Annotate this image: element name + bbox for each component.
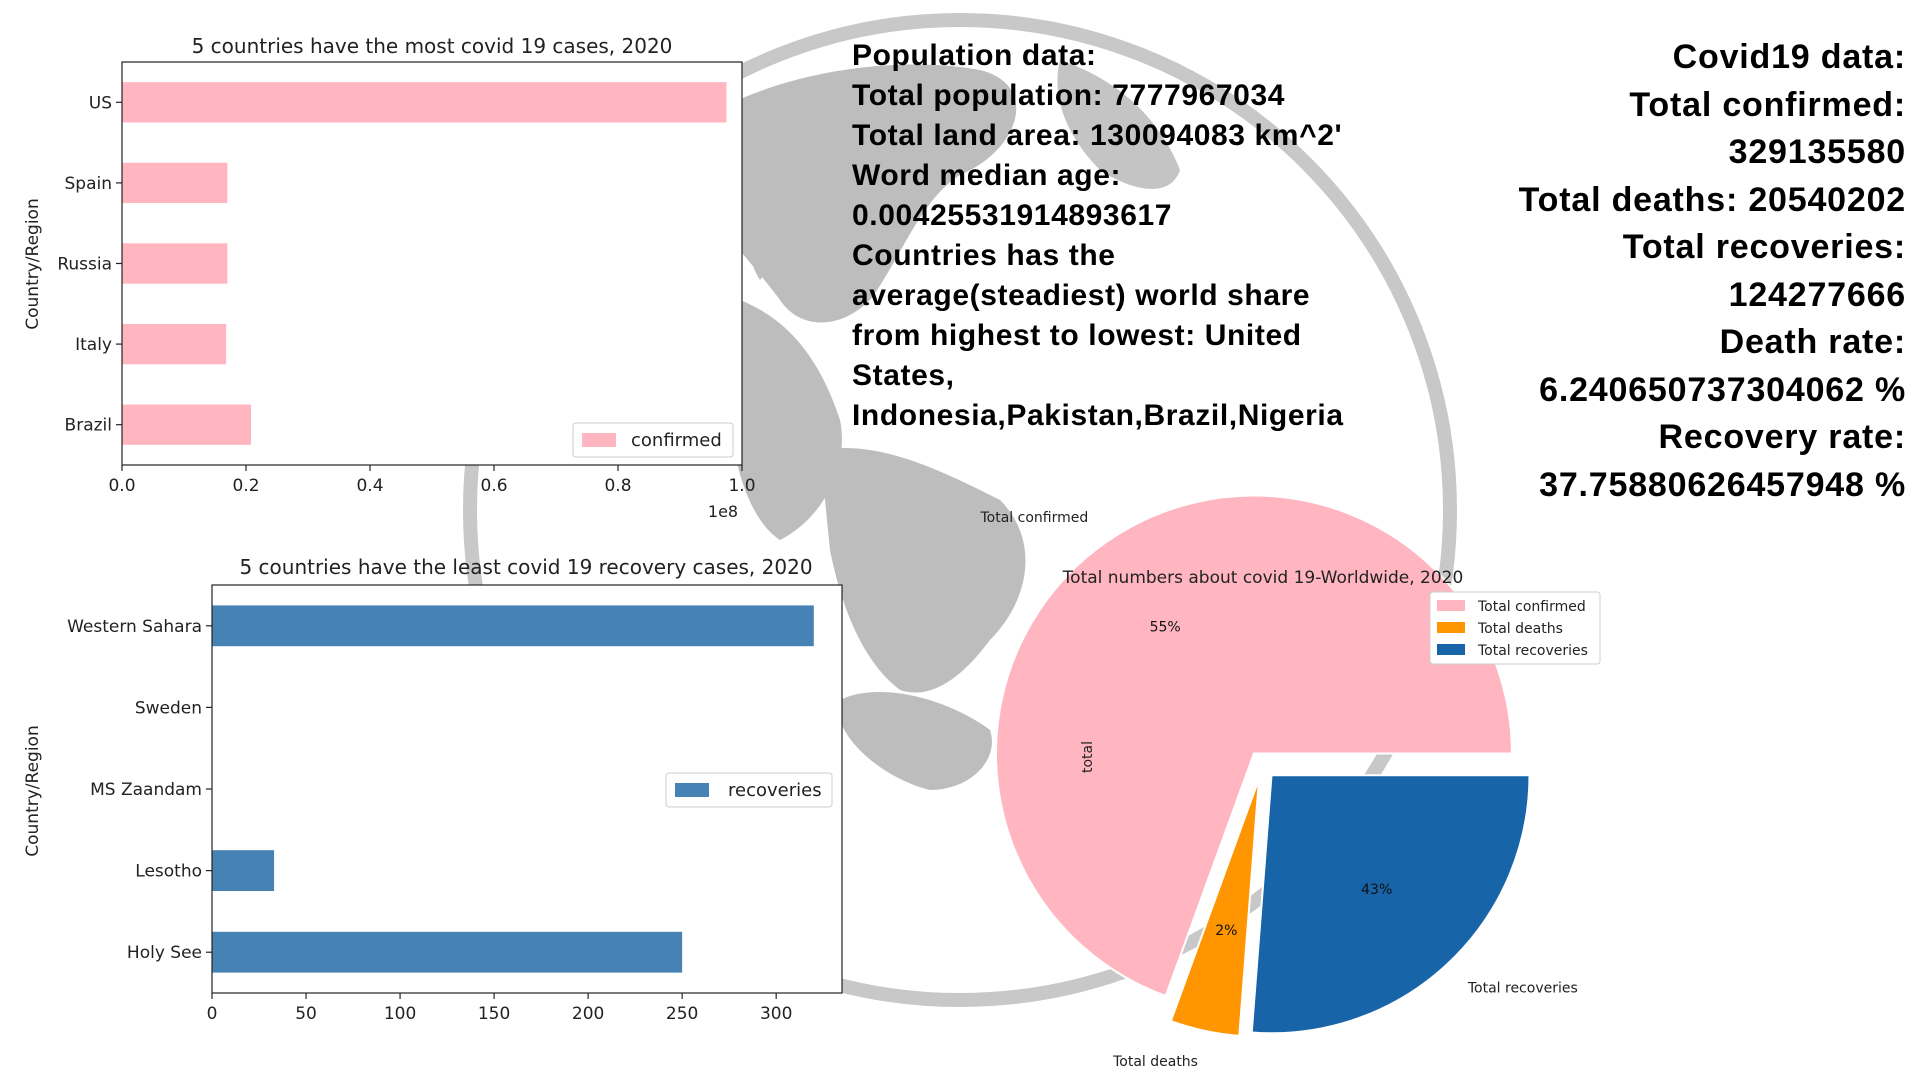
legend: Total confirmed Total deaths Total recov… [1429, 591, 1601, 665]
bar [122, 82, 727, 123]
bar [212, 605, 814, 647]
x-tick-label: 0 [207, 1004, 218, 1024]
chart-worldwide-pie: Total numbers about covid 19-Worldwide, … [979, 494, 1601, 1070]
panel-line: Total population: 7777967034 [852, 79, 1286, 112]
y-tick-label: Italy [75, 335, 112, 355]
y-axis-label: Country/Region [23, 198, 43, 329]
legend: confirmed [572, 422, 734, 458]
globe-landmass [748, 120, 791, 280]
panel-line: Total land area: 130094083 km^2' [852, 119, 1343, 152]
bar [122, 243, 228, 284]
legend-label: Total recoveries [1477, 643, 1588, 659]
x-tick-label: 0.0 [108, 476, 135, 496]
y-axis-label: total [1080, 741, 1096, 773]
y-tick-label: Holy See [127, 943, 202, 963]
x-tick-label: 1.0 [728, 476, 755, 496]
legend-swatch [675, 783, 709, 797]
plot-frame [121, 61, 743, 466]
panel-line: Indonesia,Pakistan,Brazil,Nigeria [852, 399, 1344, 432]
chart-least-recoveries: 5 countries have the least covid 19 reco… [23, 555, 843, 1024]
y-tick-label: Lesotho [135, 862, 202, 882]
panel-line: Countries has the [852, 239, 1116, 272]
legend-swatch [1437, 644, 1465, 655]
pie-category-label: Total recoveries [1467, 980, 1578, 996]
panel-line: Covid19 data: [1672, 38, 1906, 76]
pie-percent-label: 55% [1150, 620, 1181, 636]
x-tick-label: 250 [666, 1004, 698, 1024]
chart-title: 5 countries have the most covid 19 cases… [192, 34, 673, 58]
y-tick-label: Western Sahara [67, 617, 202, 637]
x-tick-label: 0.4 [356, 476, 383, 496]
chart-title: Total numbers about covid 19-Worldwide, … [1062, 568, 1464, 588]
pie-category-label: Total deaths [1112, 1054, 1198, 1070]
pie-slice [1169, 778, 1261, 1037]
y-tick-label: Sweden [135, 698, 202, 718]
x-axis-offset-label: 1e8 [708, 502, 738, 521]
panel-line: 0.004255319148936​17 [852, 199, 1173, 232]
x-tick-label: 300 [760, 1004, 792, 1024]
panel-line: 329135580 [1728, 133, 1906, 171]
panel-line: Total confirmed: [1629, 85, 1906, 124]
panel-line: Death rate: [1719, 323, 1906, 361]
panel-line: Population data: [852, 39, 1097, 72]
plot-frame [211, 584, 843, 994]
legend-label: Total confirmed [1477, 599, 1586, 615]
pie-category-label: Total confirmed [979, 510, 1088, 526]
globe-landmass [820, 448, 1026, 693]
legend-swatch [582, 433, 616, 447]
panel-line: 37.75880626457948 % [1539, 465, 1906, 504]
legend-swatch [1437, 622, 1465, 633]
x-tick-label: 0.8 [604, 476, 631, 496]
population-data-panel: Population data: Total population: 77779… [852, 36, 1412, 436]
y-tick-label: Spain [65, 174, 113, 194]
y-tick-label: Russia [57, 255, 112, 275]
x-tick-label: 150 [478, 1004, 510, 1024]
y-tick-label: US [89, 93, 112, 113]
x-tick-label: 100 [384, 1004, 416, 1024]
legend-swatch [1437, 600, 1465, 611]
covid-data-panel: Covid19 data: Total confirmed: 329135580… [1406, 34, 1906, 509]
pie-percent-label: 43% [1361, 882, 1392, 898]
bar [122, 323, 227, 365]
y-axis-label: Country/Region [23, 725, 43, 856]
pie-slice [1250, 774, 1531, 1035]
panel-line: Word median age: [852, 159, 1122, 192]
x-tick-label: 0.2 [232, 476, 259, 496]
legend: recoveries [665, 772, 833, 808]
panel-line: 124277666 [1728, 275, 1906, 314]
panel-line: States, [852, 359, 955, 392]
panel-line: Recovery rate: [1658, 418, 1906, 456]
chart-title: 5 countries have the least covid 19 reco… [239, 555, 812, 579]
globe-landmass [1057, 60, 1180, 189]
panel-line: from highest to lowest: United [852, 319, 1302, 352]
bar [212, 931, 683, 973]
x-tick-label: 0.6 [480, 476, 507, 496]
bar [212, 850, 275, 891]
legend-label: Total deaths [1477, 621, 1563, 637]
legend-label: recoveries [728, 780, 822, 801]
pie-percent-label: 2% [1215, 923, 1237, 939]
chart-most-cases: 5 countries have the most covid 19 cases… [23, 34, 756, 521]
panel-line: 6.240650737304062 % [1539, 370, 1906, 409]
panel-line: average(steadiest) world share [852, 279, 1311, 312]
x-tick-label: 200 [572, 1004, 604, 1024]
globe-landmass [840, 691, 992, 790]
bar [122, 404, 251, 445]
y-tick-label: MS Zaandam [90, 780, 202, 800]
legend-label: confirmed [631, 430, 722, 451]
globe-landmass [730, 300, 842, 540]
panel-line: Total deaths: 20540202 [1518, 180, 1906, 219]
globe-ring [463, 13, 1457, 1007]
y-tick-label: Brazil [65, 416, 112, 436]
x-tick-label: 50 [295, 1004, 317, 1024]
bar [122, 162, 228, 204]
panel-line: Total recoveries: [1622, 228, 1906, 266]
